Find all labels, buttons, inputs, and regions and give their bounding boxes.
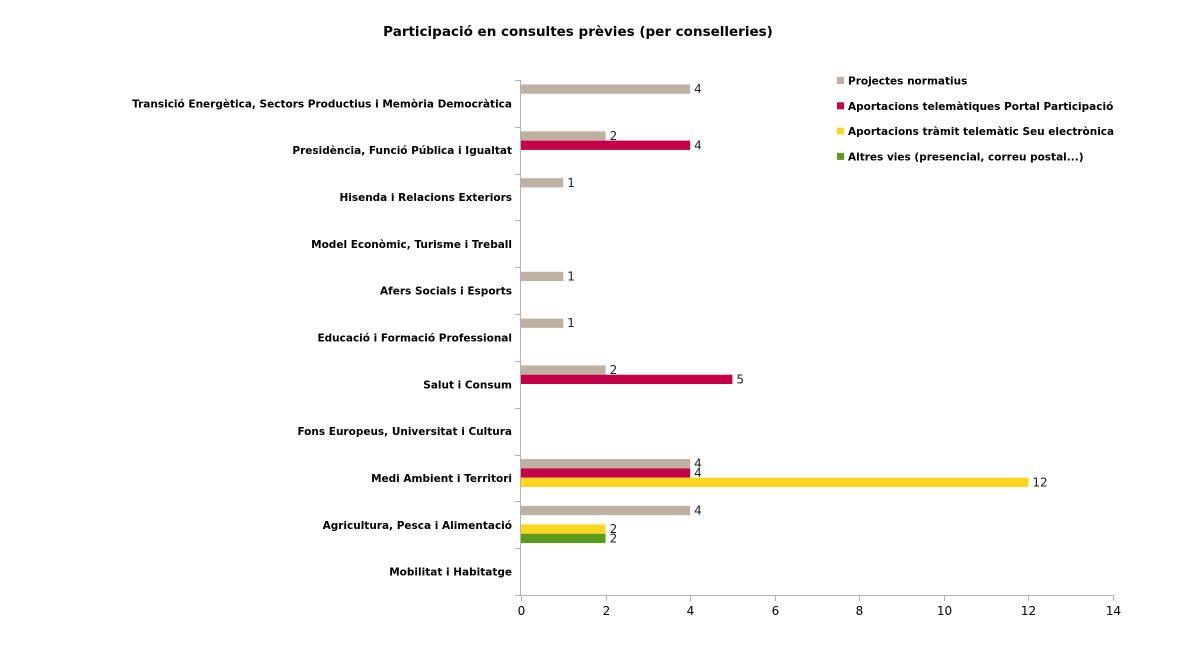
bar bbox=[521, 318, 564, 328]
bar bbox=[521, 271, 564, 282]
x-tick-label: 10 bbox=[937, 604, 952, 618]
category-label: Medi Ambient i Territori bbox=[371, 473, 512, 485]
category-label: Mobilitat i Habitatge bbox=[389, 567, 512, 579]
data-label: 4 bbox=[694, 138, 702, 152]
category-label: Transició Energètica, Sectors Productius… bbox=[132, 98, 512, 110]
x-tick-label: 2 bbox=[603, 604, 611, 618]
category-label: Fons Europeus, Universitat i Cultura bbox=[297, 426, 512, 438]
category-label: Agricultura, Pesca i Alimentació bbox=[323, 520, 512, 532]
data-label: 5 bbox=[736, 372, 744, 386]
legend-swatch bbox=[837, 152, 844, 160]
bar bbox=[521, 365, 606, 375]
legend-label: Aportacions tràmit telemàtic Seu electrò… bbox=[848, 126, 1114, 138]
data-label: 1 bbox=[567, 316, 575, 330]
bars bbox=[521, 84, 1029, 544]
bar bbox=[521, 459, 691, 469]
data-label: 4 bbox=[694, 466, 702, 480]
legend-swatch bbox=[837, 102, 844, 110]
legend-label: Projectes normatius bbox=[848, 76, 967, 88]
bar bbox=[521, 84, 691, 94]
legend-label: Altres vies (presencial, correu postal..… bbox=[848, 151, 1084, 163]
x-tick-label: 6 bbox=[772, 604, 780, 618]
legend-swatch bbox=[837, 127, 844, 135]
bar bbox=[521, 131, 606, 141]
data-label: 2 bbox=[610, 522, 618, 536]
bar bbox=[521, 477, 1029, 487]
category-label: Afers Socials i Esports bbox=[380, 286, 512, 298]
category-label: Salut i Consum bbox=[423, 379, 512, 391]
data-label: 4 bbox=[694, 457, 702, 471]
data-label: 4 bbox=[694, 504, 702, 518]
x-tick-label: 4 bbox=[687, 604, 695, 618]
bar bbox=[521, 533, 606, 544]
data-label: 1 bbox=[567, 269, 575, 283]
category-label: Educació i Formació Professional bbox=[317, 333, 512, 345]
legend: Projectes normatius Aportacions telemàtiq… bbox=[837, 76, 1114, 163]
data-label: 1 bbox=[567, 176, 575, 190]
category-label: Model Econòmic, Turisme i Treball bbox=[311, 239, 512, 251]
data-label: 2 bbox=[610, 363, 618, 377]
legend-label: Aportacions telemàtiques Portal Particip… bbox=[848, 101, 1113, 113]
data-label: 2 bbox=[610, 531, 618, 545]
bar bbox=[521, 178, 564, 188]
category-label: Hisenda i Relacions Exteriors bbox=[339, 192, 512, 204]
x-tick-label: 0 bbox=[518, 604, 526, 618]
x-tick-label: 12 bbox=[1021, 604, 1036, 618]
category-label: Presidència, Funció Pública i Igualtat bbox=[292, 145, 512, 157]
data-label: 12 bbox=[1032, 475, 1047, 489]
legend-swatch bbox=[837, 77, 844, 84]
bar bbox=[521, 468, 691, 478]
x-tick-label: 14 bbox=[1106, 604, 1121, 618]
bar bbox=[521, 524, 606, 534]
bar bbox=[521, 505, 691, 516]
data-label: 4 bbox=[694, 82, 702, 96]
bar bbox=[521, 374, 733, 385]
x-tick-label: 8 bbox=[856, 604, 864, 618]
data-label: 2 bbox=[610, 129, 618, 143]
chart-title: Participació en consultes prèvies (per c… bbox=[383, 24, 773, 40]
bar bbox=[521, 140, 691, 150]
